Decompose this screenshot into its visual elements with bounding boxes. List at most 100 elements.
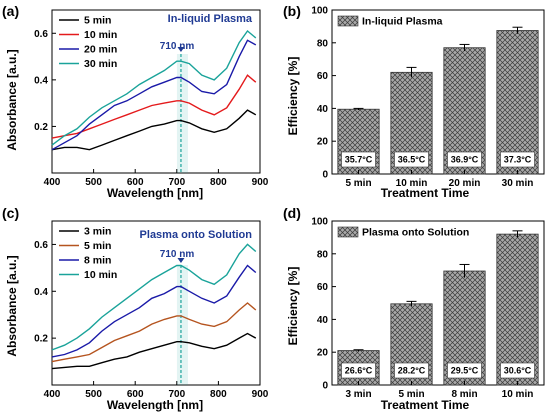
x-tick-label: 900: [252, 177, 269, 188]
x-tick-label: 10 min: [396, 178, 428, 189]
x-tick-label: 30 min: [502, 178, 534, 189]
peak-band: [176, 54, 188, 173]
x-axis-label: Wavelength [nm]: [107, 186, 203, 200]
x-tick-label: 400: [44, 389, 61, 400]
temperature-label: 29.5°C: [451, 366, 479, 376]
legend-label: 5 min: [84, 15, 111, 27]
x-tick-label: 500: [85, 177, 102, 188]
legend-label: 10 min: [84, 29, 117, 41]
series-line: [51, 302, 257, 363]
temperature-label: 37.3°C: [504, 155, 532, 165]
plot-frame: [51, 9, 261, 174]
plot-frame: [331, 9, 545, 175]
temperature-box: [341, 151, 376, 168]
y-tick-label: 40: [317, 104, 329, 115]
y-axis-label: Absorbance [a.u.]: [5, 255, 19, 356]
peak-band: [176, 265, 188, 385]
x-tick-label: 5 min: [345, 178, 371, 189]
plot-frame: [51, 220, 261, 386]
y-tick-label: 60: [317, 71, 329, 82]
legend-label: 10 min: [84, 269, 117, 281]
legend-label: 20 min: [84, 44, 117, 56]
y-axis-label: Efficiency [%]: [286, 57, 300, 136]
bar: [496, 30, 539, 175]
x-tick-label: 600: [127, 389, 144, 400]
series-line: [51, 39, 257, 151]
x-tick-label: 600: [127, 177, 144, 188]
plot-frame: [331, 220, 545, 386]
y-tick-label: 60: [317, 282, 329, 293]
bar: [496, 233, 539, 386]
temperature-box: [500, 151, 535, 168]
temperature-box: [447, 362, 482, 379]
y-axis-label: Absorbance [a.u.]: [5, 49, 19, 150]
y-tick-label: 0.4: [34, 287, 48, 298]
peak-arrow: [177, 47, 185, 52]
temperature-label: 28.2°C: [398, 366, 426, 376]
temperature-box: [341, 362, 376, 379]
y-tick-label: 100: [311, 6, 328, 17]
absorbance-chart-in-liquid: Absorbance [a.u.] Wavelength [nm] In-liq…: [5, 9, 269, 200]
y-tick-label: 100: [311, 217, 328, 228]
x-tick-label: 800: [210, 177, 227, 188]
temperature-box: [394, 151, 429, 168]
chart-title: In-liquid Plasma: [168, 13, 253, 25]
temperature-label: 30.6°C: [504, 366, 532, 376]
series-line: [51, 332, 257, 370]
series-line: [51, 109, 257, 151]
legend-label: In-liquid Plasma: [362, 16, 443, 28]
x-axis-label: Treatment Time: [381, 186, 470, 200]
x-tick-label: 20 min: [449, 178, 481, 189]
peak-annotation: 710 nm: [160, 41, 195, 52]
y-tick-label: 0: [322, 381, 328, 392]
x-tick-label: 400: [44, 177, 61, 188]
peak-arrow: [177, 258, 185, 263]
x-axis-label: Wavelength [nm]: [107, 398, 203, 412]
temperature-label: 36.9°C: [451, 155, 479, 165]
efficiency-chart-in-liquid: Efficiency [%] Treatment Time 0 20 40 60 80 1…: [286, 6, 545, 200]
y-tick-label: 20: [317, 348, 329, 359]
panel-label-a: (a): [2, 3, 19, 19]
temperature-box: [500, 362, 535, 379]
y-tick-label: 40: [317, 315, 329, 326]
y-tick-label: 80: [317, 249, 329, 260]
y-tick-label: 0.6: [34, 240, 48, 251]
x-tick-label: 3 min: [345, 389, 371, 400]
panel-label-c: (c): [2, 205, 19, 221]
panel-label-b: (b): [283, 3, 301, 19]
series-line: [51, 74, 257, 139]
temperature-label: 26.6°C: [345, 366, 373, 376]
temperature-label: 35.7°C: [345, 155, 373, 165]
legend-label: 5 min: [84, 240, 111, 252]
legend-label: 30 min: [84, 58, 117, 70]
y-axis-label: Efficiency [%]: [286, 267, 300, 346]
peak-annotation: 710 nm: [160, 249, 195, 260]
series-line: [51, 264, 257, 358]
x-tick-label: 700: [168, 177, 185, 188]
panel-label-d: (d): [283, 205, 301, 221]
x-tick-label: 500: [85, 389, 102, 400]
legend-label: 8 min: [84, 255, 111, 267]
legend-swatch: [337, 226, 359, 238]
legend-label: Plasma onto Solution: [362, 227, 469, 239]
x-tick-label: 900: [252, 389, 269, 400]
y-tick-label: 20: [317, 137, 329, 148]
x-axis-label: Treatment Time: [381, 398, 470, 412]
absorbance-chart-onto-solution: Absorbance [a.u.] Wavelength [nm] Plasma…: [5, 220, 269, 412]
legend-label: 3 min: [84, 226, 111, 238]
legend-swatch: [337, 15, 359, 27]
temperature-label: 36.5°C: [398, 155, 426, 165]
x-tick-label: 700: [168, 389, 185, 400]
x-tick-label: 5 min: [398, 389, 424, 400]
y-tick-label: 0.2: [34, 122, 48, 133]
temperature-box: [394, 362, 429, 379]
y-tick-label: 0.4: [34, 75, 48, 86]
chart-title: Plasma onto Solution: [140, 229, 253, 241]
y-tick-label: 0: [322, 170, 328, 181]
x-tick-label: 10 min: [502, 389, 534, 400]
x-tick-label: 8 min: [451, 389, 477, 400]
x-tick-label: 800: [210, 389, 227, 400]
y-tick-label: 0.6: [34, 29, 48, 40]
y-tick-label: 0.2: [34, 334, 48, 345]
